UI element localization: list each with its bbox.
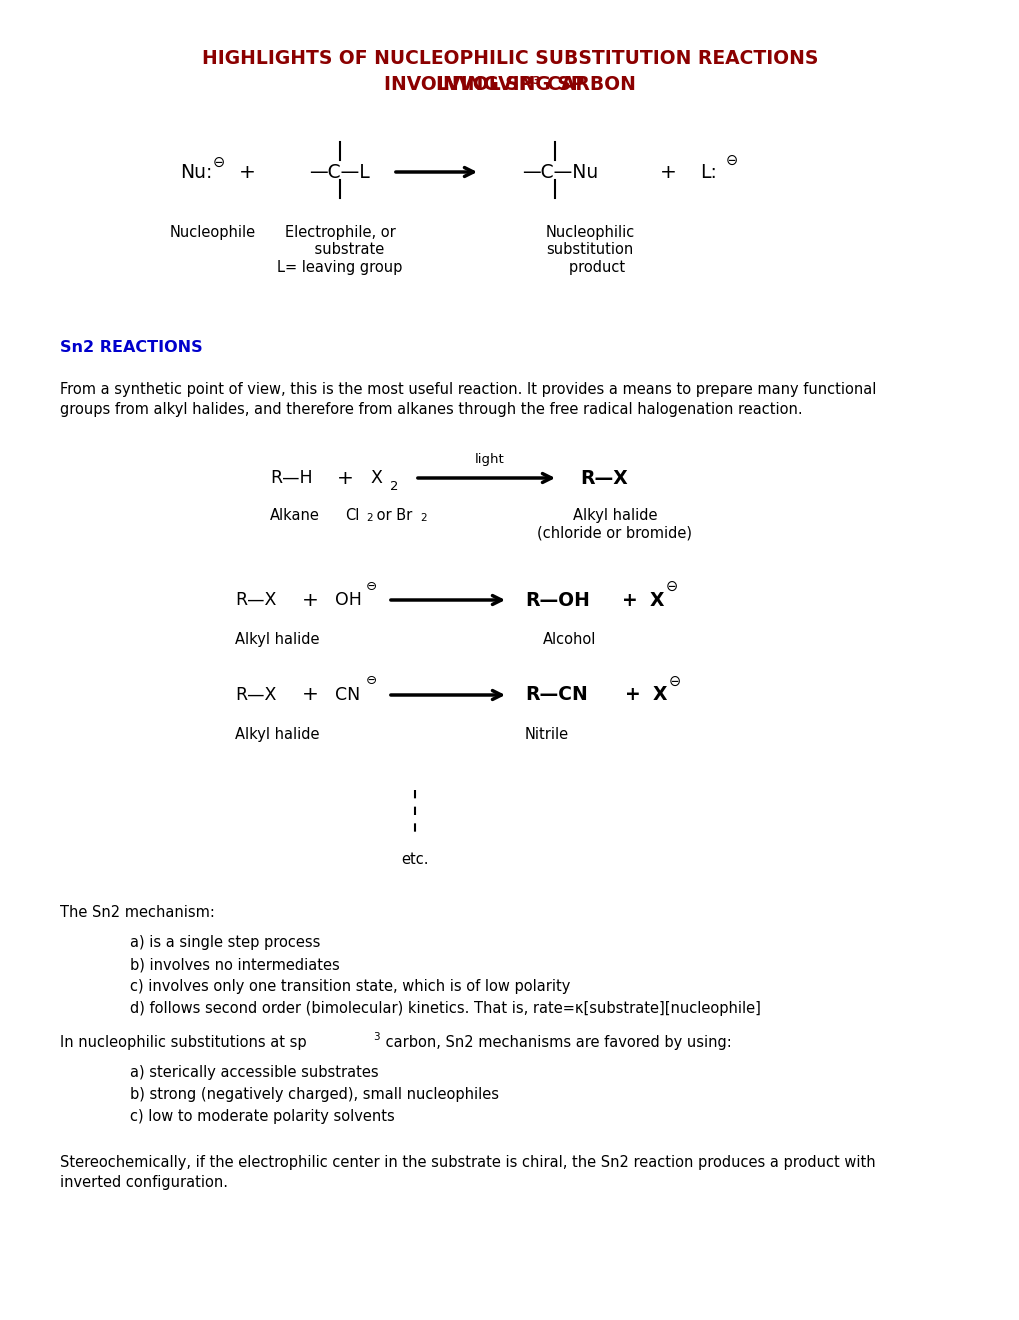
Text: carbon, Sn2 mechanisms are favored by using:: carbon, Sn2 mechanisms are favored by us… <box>381 1035 731 1049</box>
Text: R—X: R—X <box>580 469 627 487</box>
Text: INVOLVING SP: INVOLVING SP <box>435 74 584 94</box>
Text: +: + <box>625 685 640 705</box>
Text: Nucleophile: Nucleophile <box>170 224 256 240</box>
Text: R—X: R—X <box>234 591 276 609</box>
Text: ⊖: ⊖ <box>366 675 377 688</box>
Text: ⊖: ⊖ <box>213 154 225 169</box>
Text: The Sn2 mechanism:: The Sn2 mechanism: <box>60 906 215 920</box>
Text: d) follows second order (bimolecular) kinetics. That is, rate=κ[substrate][nucle: d) follows second order (bimolecular) ki… <box>129 1001 760 1016</box>
Text: ⊖: ⊖ <box>665 578 678 594</box>
Text: R—CN: R—CN <box>525 685 587 705</box>
Text: ⊖: ⊖ <box>668 673 681 689</box>
Text: In nucleophilic substitutions at sp: In nucleophilic substitutions at sp <box>60 1035 307 1049</box>
Text: or Br: or Br <box>372 508 412 523</box>
Text: OH: OH <box>334 591 362 609</box>
Text: Alkyl halide: Alkyl halide <box>234 727 319 742</box>
Text: R—H: R—H <box>270 469 312 487</box>
Text: c) involves only one transition state, which is of low polarity: c) involves only one transition state, w… <box>129 979 570 994</box>
Text: CN: CN <box>334 686 360 704</box>
Text: From a synthetic point of view, this is the most useful reaction. It provides a : From a synthetic point of view, this is … <box>60 381 875 397</box>
Text: Nitrile: Nitrile <box>525 727 569 742</box>
Text: Alcohol: Alcohol <box>542 632 596 647</box>
Text: +: + <box>302 590 318 610</box>
Text: +: + <box>302 685 318 705</box>
Text: inverted configuration.: inverted configuration. <box>60 1175 228 1191</box>
Text: etc.: etc. <box>400 853 428 867</box>
Text: a) is a single step process: a) is a single step process <box>129 935 320 950</box>
Text: +: + <box>622 590 637 610</box>
Text: Nu:: Nu: <box>180 162 213 181</box>
Text: +: + <box>336 469 354 487</box>
Text: 3: 3 <box>373 1032 379 1041</box>
Text: ⊖: ⊖ <box>366 579 377 593</box>
Text: L:: L: <box>699 162 716 181</box>
Text: Cl: Cl <box>344 508 359 523</box>
Text: b) strong (negatively charged), small nucleophiles: b) strong (negatively charged), small nu… <box>129 1086 498 1102</box>
Text: a) sterically accessible substrates: a) sterically accessible substrates <box>129 1065 378 1080</box>
Text: Sn2 REACTIONS: Sn2 REACTIONS <box>60 341 203 355</box>
Text: 2: 2 <box>366 513 372 523</box>
Text: c) low to moderate polarity solvents: c) low to moderate polarity solvents <box>129 1109 394 1125</box>
Text: —C—Nu: —C—Nu <box>522 162 597 181</box>
Text: X: X <box>370 469 381 487</box>
Text: 2: 2 <box>420 513 426 523</box>
Text: Nucleophilic
substitution
   product: Nucleophilic substitution product <box>545 224 634 275</box>
Text: +: + <box>659 162 676 181</box>
Text: Alkane: Alkane <box>270 508 320 523</box>
Text: groups from alkyl halides, and therefore from alkanes through the free radical h: groups from alkyl halides, and therefore… <box>60 403 802 417</box>
Text: Stereochemically, if the electrophilic center in the substrate is chiral, the Sn: Stereochemically, if the electrophilic c… <box>60 1155 874 1170</box>
Text: light: light <box>475 454 504 466</box>
Text: Electrophile, or
    substrate
L= leaving group: Electrophile, or substrate L= leaving gr… <box>277 224 403 275</box>
Text: INVOLVING SP³ CARBON: INVOLVING SP³ CARBON <box>384 74 635 94</box>
Text: R—OH: R—OH <box>525 590 589 610</box>
Text: Alkyl halide: Alkyl halide <box>234 632 319 647</box>
Text: 2: 2 <box>389 480 398 494</box>
Text: HIGHLIGHTS OF NUCLEOPHILIC SUBSTITUTION REACTIONS: HIGHLIGHTS OF NUCLEOPHILIC SUBSTITUTION … <box>202 49 817 67</box>
Text: b) involves no intermediates: b) involves no intermediates <box>129 957 339 972</box>
Text: X: X <box>652 685 666 705</box>
Text: +: + <box>238 162 255 181</box>
Text: X: X <box>649 590 663 610</box>
Text: —C—L: —C—L <box>310 162 370 181</box>
Text: Alkyl halide
(chloride or bromide): Alkyl halide (chloride or bromide) <box>537 508 692 540</box>
Text: R—X: R—X <box>234 686 276 704</box>
Text: ⊖: ⊖ <box>726 153 738 168</box>
